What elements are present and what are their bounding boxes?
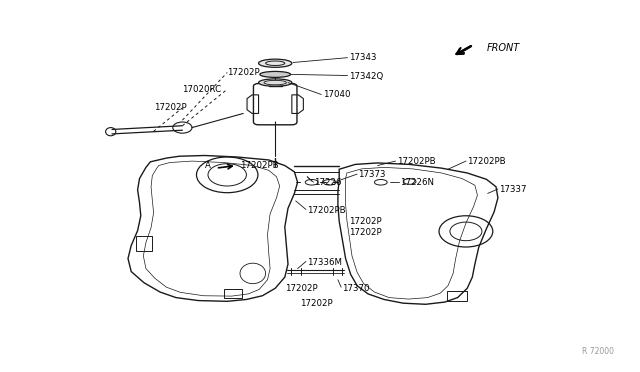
Text: 17202PB: 17202PB	[397, 157, 435, 166]
Text: 17226N: 17226N	[400, 178, 434, 187]
Text: FRONT: FRONT	[486, 44, 520, 53]
Text: 17202PB: 17202PB	[467, 157, 506, 166]
Text: 17337: 17337	[499, 185, 527, 194]
Ellipse shape	[259, 79, 292, 86]
Text: 17370: 17370	[342, 284, 370, 293]
Text: 17202P: 17202P	[154, 103, 186, 112]
Text: 17202P: 17202P	[349, 228, 381, 237]
Text: 17202P: 17202P	[227, 68, 260, 77]
Text: A: A	[205, 161, 211, 170]
Text: 17020RC: 17020RC	[182, 85, 221, 94]
Text: 17202PB: 17202PB	[240, 161, 278, 170]
Text: 17336M: 17336M	[307, 258, 342, 267]
Text: 17343: 17343	[349, 53, 376, 62]
Text: R 72000: R 72000	[582, 347, 614, 356]
Text: 17202P: 17202P	[300, 299, 332, 308]
Text: 17342Q: 17342Q	[349, 72, 383, 81]
Text: 17202P: 17202P	[349, 217, 381, 226]
Text: 17373: 17373	[358, 170, 386, 179]
Text: 17226: 17226	[314, 178, 341, 187]
Ellipse shape	[259, 59, 292, 67]
Text: 17040: 17040	[323, 90, 351, 99]
Text: 17202PB: 17202PB	[307, 206, 346, 215]
Ellipse shape	[260, 71, 291, 77]
Text: 17202P: 17202P	[285, 284, 317, 293]
